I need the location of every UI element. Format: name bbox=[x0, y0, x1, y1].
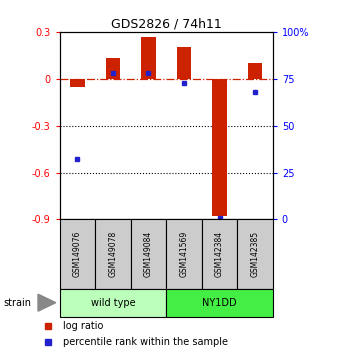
Polygon shape bbox=[38, 294, 56, 311]
Text: GSM142384: GSM142384 bbox=[215, 231, 224, 277]
Bar bbox=[60, 289, 166, 317]
Bar bbox=[106, 58, 120, 79]
Text: GSM149078: GSM149078 bbox=[108, 231, 117, 277]
Text: GSM142385: GSM142385 bbox=[251, 231, 260, 277]
Bar bbox=[60, 219, 95, 289]
Bar bbox=[202, 219, 237, 289]
Bar bbox=[248, 63, 262, 79]
Text: GSM141569: GSM141569 bbox=[179, 231, 189, 277]
Text: NY1DD: NY1DD bbox=[202, 298, 237, 308]
Text: percentile rank within the sample: percentile rank within the sample bbox=[63, 337, 228, 347]
Text: GSM149076: GSM149076 bbox=[73, 231, 82, 277]
Title: GDS2826 / 74h11: GDS2826 / 74h11 bbox=[111, 18, 222, 31]
Bar bbox=[142, 36, 155, 79]
Text: GSM149084: GSM149084 bbox=[144, 231, 153, 277]
Bar bbox=[166, 219, 202, 289]
Bar bbox=[166, 289, 273, 317]
Bar bbox=[131, 219, 166, 289]
Text: log ratio: log ratio bbox=[63, 321, 103, 331]
Text: strain: strain bbox=[3, 298, 31, 308]
Bar bbox=[237, 219, 273, 289]
Bar bbox=[95, 219, 131, 289]
Text: wild type: wild type bbox=[91, 298, 135, 308]
Bar bbox=[177, 47, 191, 79]
Bar bbox=[212, 79, 227, 216]
Bar bbox=[70, 79, 85, 87]
